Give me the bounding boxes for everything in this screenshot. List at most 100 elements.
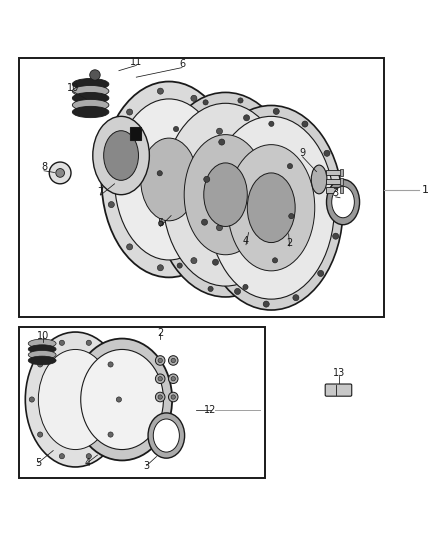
Ellipse shape: [148, 413, 185, 458]
Circle shape: [234, 288, 240, 295]
Ellipse shape: [326, 180, 360, 225]
Circle shape: [216, 128, 223, 134]
Circle shape: [127, 109, 133, 115]
Circle shape: [108, 362, 113, 367]
Text: 7: 7: [98, 187, 104, 197]
Circle shape: [158, 395, 162, 399]
Ellipse shape: [28, 339, 56, 348]
Circle shape: [171, 395, 176, 399]
Ellipse shape: [247, 173, 295, 243]
Ellipse shape: [72, 85, 109, 97]
Circle shape: [86, 454, 92, 459]
Ellipse shape: [141, 138, 197, 221]
Circle shape: [287, 164, 293, 169]
Circle shape: [219, 139, 225, 145]
Ellipse shape: [204, 163, 247, 227]
Bar: [339, 169, 343, 176]
Circle shape: [208, 286, 213, 292]
Text: 10: 10: [67, 83, 79, 93]
Ellipse shape: [184, 135, 267, 255]
Ellipse shape: [311, 165, 327, 194]
Circle shape: [289, 214, 294, 219]
Ellipse shape: [28, 356, 56, 365]
Circle shape: [201, 219, 208, 225]
Circle shape: [191, 257, 197, 264]
Circle shape: [157, 171, 162, 176]
Circle shape: [273, 108, 279, 115]
Circle shape: [158, 377, 162, 381]
Circle shape: [86, 340, 92, 345]
Circle shape: [243, 285, 248, 289]
Text: 3: 3: [144, 461, 150, 471]
Ellipse shape: [228, 144, 315, 271]
Circle shape: [171, 377, 176, 381]
Bar: [339, 177, 343, 184]
FancyBboxPatch shape: [325, 384, 352, 396]
Circle shape: [191, 95, 197, 101]
Ellipse shape: [25, 332, 125, 467]
Circle shape: [38, 362, 43, 367]
Circle shape: [318, 270, 324, 277]
Text: 11: 11: [130, 57, 142, 67]
Text: 10: 10: [37, 332, 49, 342]
Ellipse shape: [72, 107, 109, 118]
Circle shape: [203, 100, 208, 105]
Circle shape: [177, 263, 182, 268]
Circle shape: [244, 115, 250, 121]
Text: 2: 2: [286, 238, 293, 247]
Text: 2: 2: [157, 328, 163, 338]
Ellipse shape: [49, 162, 71, 184]
Circle shape: [108, 151, 114, 157]
Circle shape: [324, 150, 330, 156]
Ellipse shape: [28, 345, 56, 353]
Circle shape: [272, 258, 278, 263]
Text: 5: 5: [157, 218, 163, 228]
Ellipse shape: [93, 116, 149, 195]
Circle shape: [29, 397, 35, 402]
Circle shape: [116, 397, 121, 402]
Bar: [325, 179, 342, 184]
Ellipse shape: [81, 350, 163, 449]
Text: 5: 5: [35, 457, 42, 467]
Circle shape: [169, 392, 178, 402]
Circle shape: [155, 392, 165, 402]
Text: 1: 1: [421, 185, 428, 195]
Text: 4: 4: [243, 236, 249, 246]
Circle shape: [157, 88, 163, 94]
Circle shape: [212, 259, 219, 265]
Ellipse shape: [162, 103, 289, 286]
Ellipse shape: [28, 351, 56, 359]
Ellipse shape: [104, 131, 138, 180]
Ellipse shape: [56, 168, 64, 177]
Bar: [325, 187, 342, 192]
Ellipse shape: [208, 116, 334, 299]
Bar: [19, 327, 265, 478]
Circle shape: [173, 126, 179, 132]
Circle shape: [226, 176, 232, 182]
Ellipse shape: [199, 106, 343, 310]
Text: 3: 3: [332, 188, 339, 198]
Bar: [339, 187, 343, 193]
Text: 4: 4: [85, 457, 91, 467]
Ellipse shape: [72, 99, 109, 111]
Circle shape: [204, 176, 210, 182]
Circle shape: [159, 221, 164, 226]
Circle shape: [169, 356, 178, 365]
Bar: [325, 170, 342, 175]
Circle shape: [263, 301, 269, 307]
Text: 6: 6: [179, 59, 185, 69]
Text: 12: 12: [205, 405, 217, 415]
Circle shape: [169, 374, 178, 384]
Circle shape: [127, 244, 133, 250]
Bar: [130, 127, 141, 140]
Circle shape: [155, 374, 165, 384]
Circle shape: [302, 121, 308, 127]
Ellipse shape: [72, 338, 172, 461]
Ellipse shape: [72, 78, 109, 90]
Text: 8: 8: [41, 162, 47, 172]
Ellipse shape: [153, 419, 180, 452]
Circle shape: [38, 432, 43, 437]
Ellipse shape: [72, 92, 109, 104]
Circle shape: [59, 340, 64, 345]
Circle shape: [269, 121, 274, 126]
